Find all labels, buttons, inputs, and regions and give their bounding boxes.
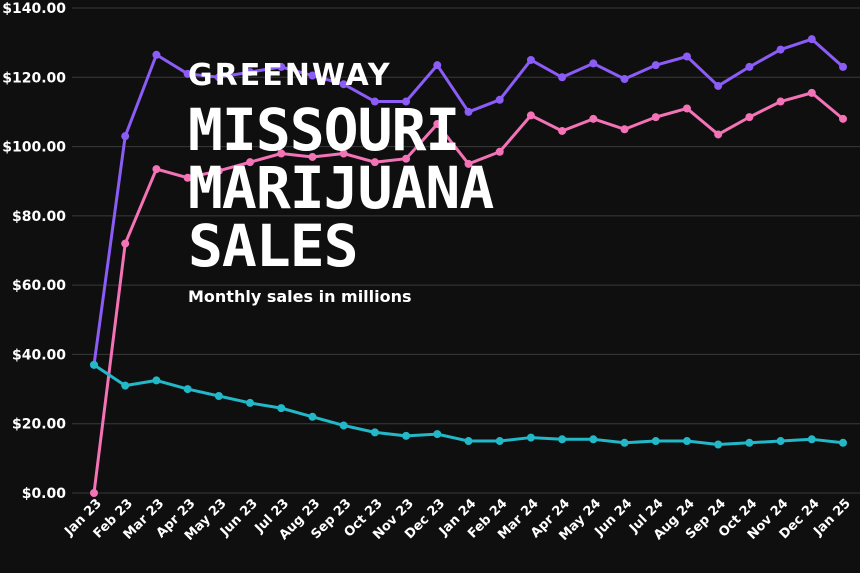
data-point — [745, 62, 754, 71]
data-point — [714, 440, 723, 449]
gridlines — [72, 7, 860, 494]
data-point — [121, 381, 130, 390]
data-point — [183, 385, 192, 394]
data-point — [90, 360, 98, 369]
data-point — [370, 158, 379, 167]
data-point — [714, 130, 723, 139]
data-point — [558, 73, 567, 82]
series-3 — [90, 360, 847, 449]
data-point — [183, 173, 192, 182]
data-point — [558, 126, 567, 135]
data-point — [839, 114, 847, 123]
series-line — [92, 37, 844, 366]
data-point — [339, 80, 348, 89]
data-point — [214, 392, 223, 400]
data-point — [402, 154, 411, 163]
series-line — [93, 363, 844, 446]
data-point — [495, 437, 504, 446]
data-point — [745, 438, 754, 447]
series-line — [92, 91, 844, 494]
data-point — [152, 50, 161, 59]
data-point — [464, 437, 473, 446]
data-point — [214, 166, 223, 175]
data-point — [589, 59, 598, 68]
data-point — [839, 438, 847, 447]
data-point — [152, 376, 161, 385]
data-point — [807, 88, 816, 97]
data-point — [651, 437, 660, 446]
y-axis-ticks: $0.00 $20.00 $40.00 $60.00 $80.00 $100.00 $120… — [2, 1, 66, 502]
data-point — [339, 149, 348, 158]
y-tick-label: $40.00 — [12, 347, 66, 363]
y-tick-label: $100.00 — [2, 140, 66, 156]
y-tick-label: $80.00 — [12, 209, 66, 225]
data-point — [620, 125, 629, 134]
y-tick-label: $60.00 — [12, 278, 66, 294]
data-point — [402, 97, 411, 106]
data-point — [682, 437, 691, 446]
y-tick-label: $140.00 — [2, 1, 66, 17]
data-point — [589, 435, 598, 444]
data-point — [152, 165, 161, 174]
data-point — [682, 52, 691, 61]
data-point — [433, 61, 442, 70]
data-point — [651, 113, 660, 122]
data-point — [246, 158, 255, 167]
data-point — [183, 69, 192, 78]
data-point — [433, 430, 442, 439]
data-point — [495, 95, 504, 104]
data-point — [121, 132, 130, 141]
data-point — [308, 71, 317, 80]
data-point — [651, 61, 660, 70]
data-point — [308, 152, 317, 161]
data-point — [526, 433, 535, 442]
data-point — [495, 147, 504, 156]
data-point — [214, 73, 223, 82]
data-point — [620, 438, 629, 447]
data-point — [277, 404, 286, 413]
data-point — [339, 421, 348, 430]
data-point — [526, 55, 535, 64]
data-point — [776, 437, 785, 446]
data-point — [277, 62, 286, 71]
series-lines — [90, 35, 847, 497]
data-point — [589, 114, 598, 123]
data-point — [776, 97, 785, 106]
y-tick-label: $0.00 — [22, 486, 67, 502]
data-point — [370, 97, 379, 106]
data-point — [464, 107, 473, 116]
series-2 — [90, 88, 847, 497]
y-tick-label: $20.00 — [12, 417, 66, 433]
data-point — [464, 159, 473, 168]
data-point — [714, 81, 723, 90]
y-tick-label: $120.00 — [2, 70, 66, 86]
data-point — [370, 428, 379, 437]
data-point — [526, 111, 535, 120]
data-point — [90, 489, 98, 497]
data-point — [246, 68, 255, 77]
data-point — [745, 113, 754, 122]
data-point — [776, 45, 785, 54]
data-point — [121, 239, 130, 248]
data-point — [402, 431, 411, 440]
data-point — [682, 104, 691, 113]
series-1 — [90, 35, 847, 369]
data-point — [620, 75, 629, 84]
data-point — [839, 62, 847, 71]
data-point — [246, 398, 255, 407]
data-point — [277, 149, 286, 158]
data-point — [308, 412, 317, 421]
data-point — [807, 435, 816, 444]
data-point — [558, 435, 567, 444]
data-point — [433, 120, 442, 129]
data-point — [807, 35, 816, 44]
